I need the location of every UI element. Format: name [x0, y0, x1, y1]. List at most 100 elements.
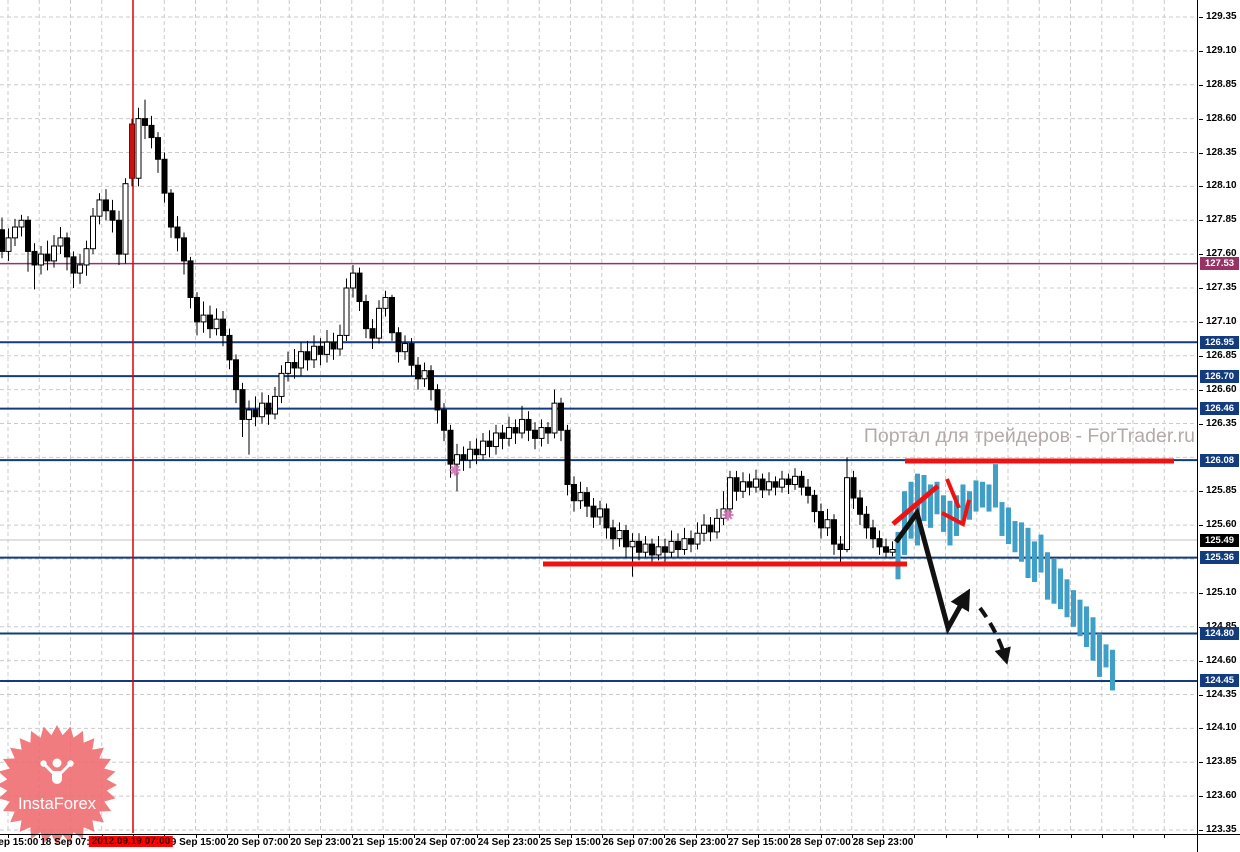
candle-body — [25, 219, 31, 252]
time-tick-mark — [1008, 835, 1009, 838]
price-tick-label: 124.10 — [1198, 722, 1240, 734]
chart-plot-area[interactable]: Портал для трейдеров - ForTrader.ru — [0, 0, 1197, 834]
candle-body — [688, 538, 694, 545]
black-solid-arrow — [893, 507, 971, 635]
time-tick-label: 25 Sep 15:00 — [540, 837, 601, 848]
price-tick-label: 126.60 — [1198, 384, 1240, 396]
candle-body — [863, 513, 870, 529]
candle-body — [714, 517, 720, 533]
forecast-bar — [902, 491, 907, 555]
forecast-bar — [1051, 559, 1057, 604]
instaforex-logo: InstaForex — [0, 723, 119, 847]
candle-body — [740, 481, 746, 492]
candle-body — [12, 226, 18, 239]
candle-body — [499, 432, 506, 439]
candle-body — [434, 389, 441, 411]
price-level-badge: 127.53 — [1200, 257, 1239, 271]
candle-body — [304, 351, 311, 361]
time-tick-label: 17 Sep 15:00 — [0, 837, 39, 848]
time-tick-mark — [601, 835, 603, 838]
candle-body — [122, 183, 129, 255]
candle-body — [31, 250, 38, 266]
candle-body — [213, 318, 220, 330]
forecast-bar — [1103, 644, 1109, 668]
candle-body — [668, 540, 675, 553]
forecast-bar — [1025, 527, 1031, 578]
price-tick-label: 124.60 — [1198, 655, 1240, 667]
candle-body — [519, 418, 525, 434]
time-tick-mark — [726, 835, 728, 838]
event-time-badge: 2012.09.19 07:00 — [88, 836, 174, 847]
candle-body — [811, 494, 818, 513]
candle-body — [330, 341, 337, 350]
candle-body — [18, 219, 25, 228]
candle-body — [538, 427, 545, 439]
time-tick-label: 28 Sep 07:00 — [790, 837, 851, 848]
time-tick-label: 24 Sep 23:00 — [477, 837, 539, 848]
candle-body — [818, 511, 824, 529]
candle-body — [831, 519, 837, 545]
time-tick-label: 19 Sep 15:00 — [165, 837, 226, 848]
price-tick-label: 123.60 — [1198, 790, 1240, 802]
time-tick-mark — [883, 835, 884, 838]
time-tick-mark — [539, 835, 541, 838]
price-level-badge: 125.36 — [1200, 551, 1239, 565]
forecast-bar — [954, 495, 959, 536]
candle-body — [454, 454, 460, 465]
time-tick-mark — [195, 835, 197, 838]
forecast-bar — [973, 480, 979, 512]
candle-body — [77, 264, 83, 274]
candle-body — [298, 351, 304, 369]
time-tick-mark — [976, 835, 978, 838]
time-tick-mark — [945, 835, 947, 838]
candle-body — [96, 199, 103, 217]
time-tick-mark — [8, 835, 9, 838]
price-tick-label: 125.60 — [1198, 519, 1240, 531]
support-resistance-lines-layer — [0, 262, 1197, 682]
forecast-bar — [1038, 534, 1044, 573]
candle-body — [649, 543, 655, 556]
candle-body — [259, 402, 265, 418]
price-tick-label: 127.10 — [1198, 316, 1240, 328]
candle-body — [428, 370, 434, 391]
time-tick-label: 28 Sep 23:00 — [852, 837, 914, 848]
candle-body — [356, 272, 363, 303]
candle-body — [642, 543, 649, 553]
candle-body — [285, 362, 291, 374]
price-tick-label: 128.10 — [1198, 180, 1240, 192]
red-trend-line — [941, 499, 971, 527]
time-tick-mark — [1164, 835, 1166, 838]
candle-body — [402, 343, 408, 353]
candle-body — [220, 318, 226, 336]
candle-body — [603, 508, 610, 529]
price-tick-label: 127.85 — [1198, 214, 1240, 226]
candle-body — [636, 540, 642, 553]
forecast-bar — [895, 531, 901, 580]
time-tick-label: 24 Sep 07:00 — [415, 837, 476, 848]
time-tick-mark — [383, 835, 384, 838]
forecast-bar — [1006, 507, 1011, 545]
candle-body — [337, 334, 343, 350]
forecast-bar — [980, 481, 985, 508]
candle-body — [142, 118, 148, 126]
star-icon — [449, 464, 461, 476]
forecast-bar — [947, 500, 953, 546]
candle-body — [467, 448, 473, 461]
candle-body — [597, 508, 603, 518]
forecast-bar — [1032, 541, 1037, 583]
forecast-bar — [1012, 521, 1018, 553]
candle-body — [480, 440, 486, 456]
time-tick-mark — [70, 835, 72, 838]
time-tick-mark — [289, 835, 291, 838]
time-tick-mark — [258, 835, 259, 838]
candle-body — [785, 478, 792, 485]
forecast-bar — [934, 481, 940, 515]
price-axis: 129.35 129.10 128.85 128.60 128.35 128.10 127.… — [1197, 0, 1240, 852]
candle-body — [181, 237, 187, 262]
price-tick-label: 123.35 — [1198, 824, 1240, 836]
price-tick-label: 128.35 — [1198, 147, 1240, 159]
candle-body — [707, 524, 714, 533]
price-tick-label: 126.35 — [1198, 418, 1240, 430]
candle-body — [525, 418, 532, 431]
candle-body — [558, 402, 564, 431]
